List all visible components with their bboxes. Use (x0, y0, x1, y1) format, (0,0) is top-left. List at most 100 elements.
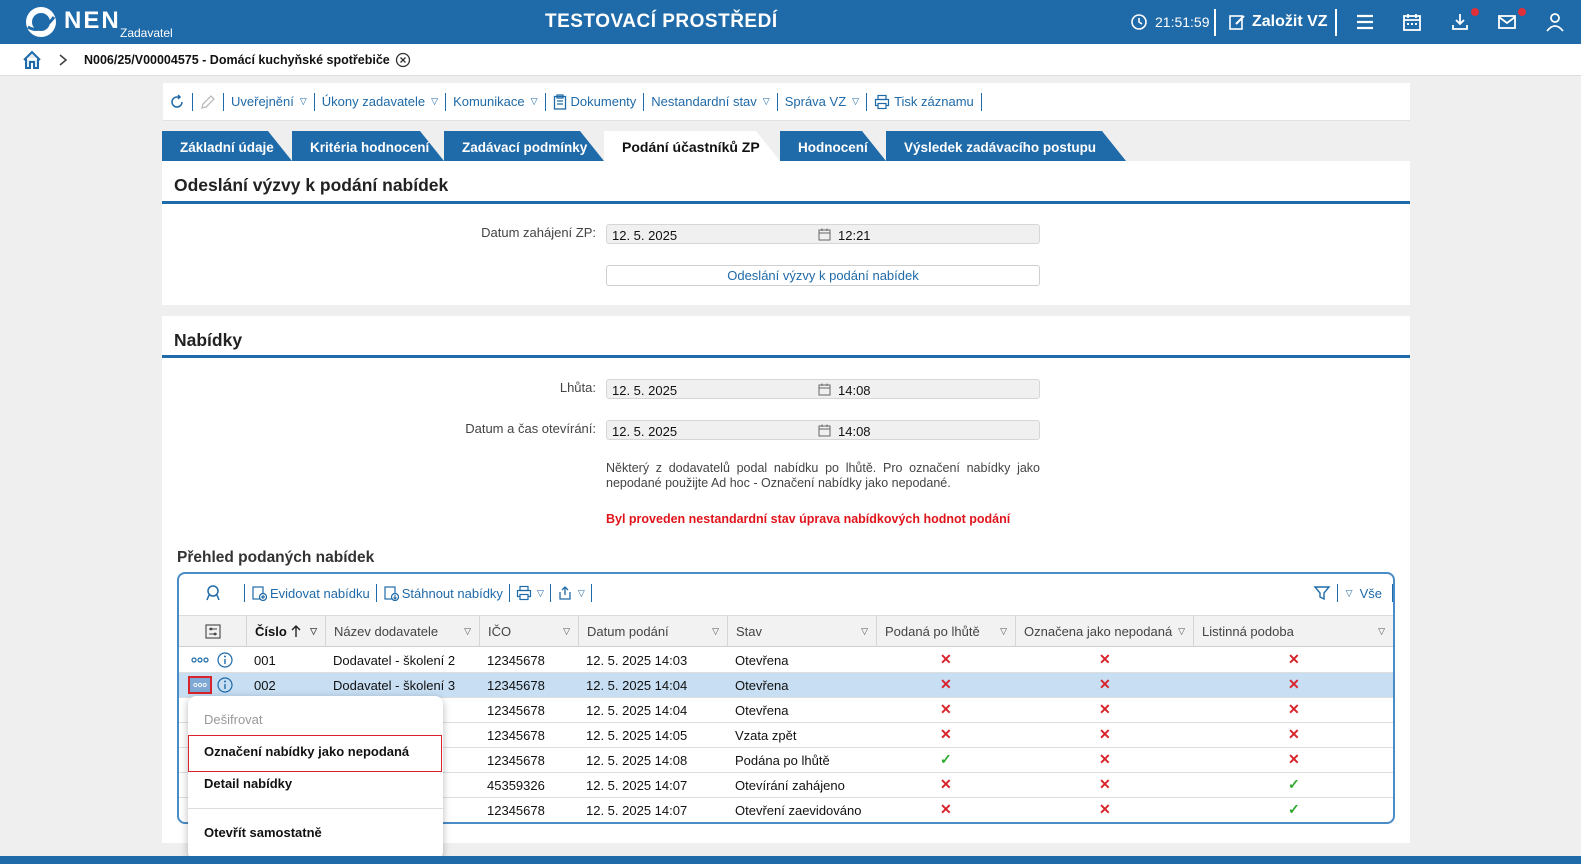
overview-title: Přehled podaných nabídek (177, 549, 375, 566)
info-icon[interactable] (217, 677, 233, 693)
column-header-label: Datum podání (587, 624, 669, 639)
start-date-value: 12. 5. 2025 (612, 228, 678, 243)
home-icon[interactable] (22, 50, 42, 70)
column-filter-icon[interactable]: ▽ (1178, 626, 1185, 636)
column-header-number[interactable]: Číslo ▽ (246, 616, 325, 647)
mail-icon[interactable] (1497, 12, 1517, 32)
menu-item-offer-detail[interactable]: Detail nabídky (204, 776, 293, 791)
row-actions-icon[interactable] (188, 651, 212, 669)
cell-late-check-icon: ✓ (940, 751, 952, 767)
nonstandard-menu[interactable]: Nestandardní stav ▽ (651, 94, 769, 109)
pencil-icon (201, 94, 215, 109)
print-menu[interactable]: ▽ (516, 585, 544, 601)
export-icon (559, 586, 571, 600)
column-header-late[interactable]: Podaná po lhůtě ▽ (876, 616, 1015, 647)
section-underline (162, 355, 1410, 358)
cell-late-cross-icon: ✕ (940, 676, 952, 692)
export-menu[interactable]: ▽ (557, 585, 585, 601)
start-datetime-field[interactable]: 12. 5. 2025 12:21 (606, 224, 1040, 244)
manage-menu[interactable]: Správa VZ ▽ (785, 94, 859, 109)
opening-datetime-field[interactable]: 12. 5. 2025 14:08 (606, 420, 1040, 440)
column-header-status[interactable]: Stav ▽ (727, 616, 876, 647)
user-icon[interactable] (1545, 12, 1565, 32)
view-filter-dropdown[interactable]: ▽ Vše (1344, 586, 1382, 601)
tasks-menu[interactable]: Úkony zadavatele ▽ (322, 94, 438, 109)
column-header-label: Listinná podoba (1202, 624, 1294, 639)
info-icon[interactable] (217, 652, 233, 668)
divider (1392, 584, 1393, 602)
column-header-submission-date[interactable]: Datum podání ▽ (578, 616, 727, 647)
tab-participant-submissions[interactable]: Podání účastníků ZP (604, 131, 780, 161)
cell-ico: 12345678 (487, 753, 545, 768)
cell-submission-date: 12. 5. 2025 14:04 (586, 703, 688, 718)
filter-icon[interactable] (1313, 584, 1331, 602)
cell-status: Otevírání zahájeno (735, 778, 845, 793)
column-filter-icon[interactable]: ▽ (464, 626, 471, 636)
column-header-ico[interactable]: IČO ▽ (479, 616, 578, 647)
calendar-icon[interactable] (818, 228, 831, 241)
divider (244, 584, 245, 602)
row-actions-icon[interactable] (188, 676, 212, 694)
calendar-icon[interactable] (818, 383, 831, 396)
dropdown-icon: ▽ (299, 96, 307, 106)
column-filter-icon[interactable]: ▽ (712, 626, 719, 636)
refresh-button[interactable] (169, 93, 185, 110)
column-header-paper-form[interactable]: Listinná podoba ▽ (1193, 616, 1393, 647)
table-row[interactable]: 002 Dodavatel - školení 3 12345678 12. 5. 2… (179, 673, 1393, 698)
column-header-label: Číslo (255, 624, 287, 639)
edit-button[interactable] (200, 94, 216, 110)
menu-item-open-separately[interactable]: Otevřít samostatně (204, 825, 322, 840)
tab-procedure-result[interactable]: Výsledek zadávacího postupu (886, 131, 1126, 161)
calendar-icon[interactable] (818, 424, 831, 437)
offers-panel: Nabídky Lhůta: 12. 5. 2025 14:08 Datum a… (162, 316, 1410, 843)
publish-label: Uveřejnění (231, 94, 294, 109)
divider (1214, 9, 1216, 36)
menu-icon[interactable] (1355, 12, 1375, 32)
divider (866, 92, 868, 111)
download-icon[interactable] (1450, 12, 1470, 32)
divider (375, 584, 377, 602)
download-offers-button[interactable]: Stáhnout nabídky (383, 585, 503, 601)
communication-menu[interactable]: Komunikace ▽ (453, 94, 537, 109)
column-filter-icon[interactable]: ▽ (1378, 626, 1385, 636)
column-header-marked-unsubmitted[interactable]: Označena jako nepodaná ▽ (1015, 616, 1193, 647)
column-settings[interactable] (179, 616, 246, 647)
column-filter-icon[interactable]: ▽ (310, 626, 317, 636)
tab-basic-info[interactable]: Základní údaje (162, 131, 292, 161)
documents-button[interactable]: Dokumenty (553, 93, 636, 110)
notification-dot (1471, 8, 1479, 16)
deadline-datetime-field[interactable]: 12. 5. 2025 14:08 (606, 379, 1040, 399)
create-tender-button[interactable]: Založit VZ (1228, 10, 1328, 34)
table-row[interactable]: 001 Dodavatel - školení 2 12345678 12. 5. 2… (179, 648, 1393, 673)
cell-paper-form-check-icon: ✓ (1288, 776, 1300, 792)
column-filter-icon[interactable]: ▽ (1000, 626, 1007, 636)
deadline-date-value: 12. 5. 2025 (612, 383, 678, 398)
column-filter-icon[interactable]: ▽ (563, 626, 570, 636)
print-record-button[interactable]: Tisk záznamu (874, 94, 974, 110)
cell-marked-unsubmitted-cross-icon: ✕ (1099, 651, 1111, 667)
tab-evaluation[interactable]: Hodnocení (780, 131, 886, 161)
tab-evaluation-criteria[interactable]: Kritéria hodnocení (292, 131, 444, 161)
cell-submission-date: 12. 5. 2025 14:07 (586, 803, 688, 818)
divider (980, 92, 982, 111)
menu-item-mark-unsubmitted[interactable]: Označení nabídky jako nepodaná (204, 744, 410, 759)
download-document-icon (384, 586, 399, 601)
divider (1336, 584, 1338, 602)
close-icon[interactable] (395, 52, 411, 68)
send-invitation-button[interactable]: Odeslání výzvy k podání nabídek (606, 265, 1040, 286)
nonstandard-label: Nestandardní stav (651, 94, 757, 109)
tab-tender-conditions[interactable]: Zadávací podmínky (444, 131, 604, 161)
column-filter-icon[interactable]: ▽ (861, 626, 868, 636)
sort-ascending-icon (291, 625, 301, 637)
breadcrumb-title[interactable]: N006/25/V00004575 - Domácí kuchyňské spo… (84, 53, 390, 67)
publish-menu[interactable]: Uveřejnění ▽ (231, 94, 307, 109)
find-icon[interactable] (204, 584, 222, 602)
column-header-supplier[interactable]: Název dodavatele ▽ (325, 616, 479, 647)
register-offer-button[interactable]: Evidovat nabídku (251, 585, 370, 601)
printer-icon (516, 585, 532, 601)
deadline-label: Lhůta: (559, 380, 596, 395)
calendar-icon[interactable] (1402, 12, 1422, 32)
